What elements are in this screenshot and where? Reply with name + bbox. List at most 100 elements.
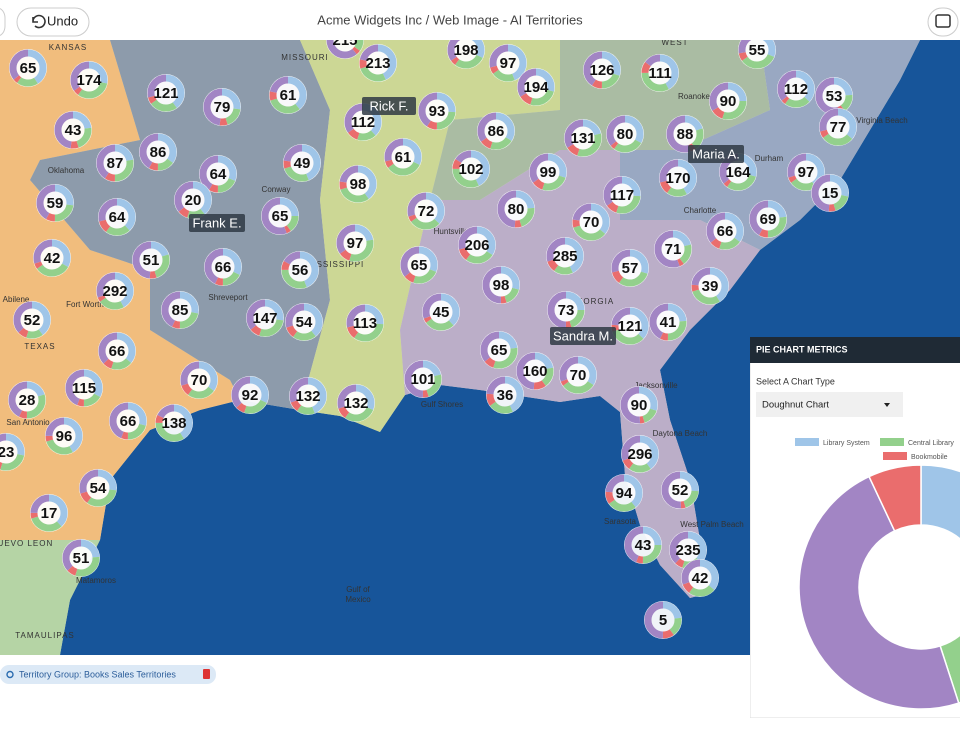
cluster[interactable]: 93 — [418, 92, 456, 130]
cluster[interactable]: 70 — [180, 361, 218, 399]
cluster[interactable]: 96 — [45, 417, 83, 455]
cluster[interactable]: 71 — [654, 230, 692, 268]
cluster[interactable]: 55 — [738, 31, 776, 69]
cluster[interactable]: 66 — [204, 248, 242, 286]
cluster[interactable]: 85 — [161, 291, 199, 329]
cluster[interactable]: 80 — [606, 115, 644, 153]
cluster[interactable]: 15 — [811, 174, 849, 212]
cluster[interactable]: 70 — [559, 356, 597, 394]
cluster[interactable]: 69 — [749, 200, 787, 238]
cluster[interactable]: 138 — [155, 404, 193, 442]
cluster[interactable]: 51 — [62, 539, 100, 577]
cluster[interactable]: 174 — [70, 61, 108, 99]
cluster[interactable]: 285 — [546, 237, 584, 275]
image-button[interactable] — [927, 7, 959, 37]
cluster[interactable]: 215 — [326, 21, 364, 59]
cluster[interactable]: 97 — [489, 44, 527, 82]
cluster[interactable]: 42 — [681, 559, 719, 597]
cluster[interactable]: 101 — [404, 360, 442, 398]
cluster[interactable]: 213 — [359, 44, 397, 82]
cluster[interactable]: 59 — [36, 184, 74, 222]
cluster[interactable]: 65 — [480, 331, 518, 369]
cluster[interactable]: 131 — [564, 119, 602, 157]
cluster[interactable]: 97 — [336, 224, 374, 262]
cluster[interactable]: 98 — [339, 165, 377, 203]
cluster[interactable]: 121 — [611, 307, 649, 345]
cluster[interactable]: 72 — [407, 192, 445, 230]
cluster[interactable]: 92 — [231, 376, 269, 414]
cluster[interactable]: 117 — [603, 176, 641, 214]
cluster[interactable]: 111 — [641, 54, 679, 92]
eye-icon[interactable] — [6, 670, 14, 679]
back-button[interactable] — [0, 8, 6, 36]
cluster[interactable]: 115 — [65, 369, 103, 407]
cluster[interactable]: 90 — [620, 386, 658, 424]
cluster[interactable]: 126 — [583, 51, 621, 89]
cluster[interactable]: 170 — [659, 159, 697, 197]
cluster[interactable]: 66 — [706, 212, 744, 250]
cluster[interactable]: 64 — [199, 155, 237, 193]
cluster[interactable]: 86 — [139, 133, 177, 171]
delete-icon[interactable] — [203, 669, 210, 679]
cluster[interactable]: 102 — [452, 150, 490, 188]
cluster[interactable]: 296 — [621, 435, 659, 473]
cluster[interactable]: 57 — [611, 249, 649, 287]
cluster[interactable]: 66 — [98, 332, 136, 370]
cluster[interactable]: 20 — [174, 181, 212, 219]
cluster[interactable]: 94 — [605, 474, 643, 512]
cluster[interactable]: 80 — [497, 190, 535, 228]
cluster[interactable]: 5 — [644, 601, 682, 639]
cluster[interactable]: 70 — [572, 203, 610, 241]
cluster[interactable]: 87 — [96, 144, 134, 182]
chart-type-select[interactable] — [756, 392, 903, 417]
cluster[interactable]: 61 — [269, 76, 307, 114]
cluster[interactable]: 79 — [203, 88, 241, 126]
cluster[interactable]: 292 — [96, 272, 134, 310]
cluster[interactable]: 65 — [261, 197, 299, 235]
cluster[interactable]: 54 — [285, 303, 323, 341]
cluster[interactable]: 41 — [649, 303, 687, 341]
cluster[interactable]: 132 — [289, 377, 327, 415]
cluster[interactable]: 45 — [422, 293, 460, 331]
cluster[interactable]: 194 — [517, 68, 555, 106]
cluster[interactable]: 52 — [661, 471, 699, 509]
cluster[interactable]: 65 — [9, 49, 47, 87]
cluster[interactable]: 66 — [109, 402, 147, 440]
cluster[interactable]: 113 — [346, 304, 384, 342]
cluster[interactable]: 39 — [691, 267, 729, 305]
cluster-center — [52, 424, 76, 448]
cluster[interactable]: 88 — [666, 115, 704, 153]
cluster[interactable]: 49 — [283, 144, 321, 182]
cluster[interactable]: 206 — [458, 226, 496, 264]
cluster[interactable]: 42 — [33, 239, 71, 277]
cluster[interactable]: 77 — [819, 108, 857, 146]
cluster[interactable]: 43 — [624, 526, 662, 564]
cluster[interactable]: 112 — [777, 70, 815, 108]
cluster[interactable]: 36 — [486, 376, 524, 414]
cluster[interactable]: 52 — [13, 301, 51, 339]
cluster[interactable]: 98 — [482, 266, 520, 304]
cluster[interactable]: 17 — [30, 494, 68, 532]
cluster[interactable]: 43 — [54, 111, 92, 149]
undo-button[interactable] — [16, 7, 90, 37]
territory-chip[interactable] — [0, 665, 216, 684]
cluster[interactable]: 198 — [447, 31, 485, 69]
cluster[interactable]: 147 — [246, 299, 284, 337]
cluster[interactable]: 121 — [147, 74, 185, 112]
cluster[interactable]: 73 — [547, 291, 585, 329]
cluster[interactable]: 56 — [281, 251, 319, 289]
cluster[interactable]: 64 — [98, 198, 136, 236]
cluster[interactable]: 99 — [529, 153, 567, 191]
cluster[interactable]: 61 — [384, 138, 422, 176]
cluster[interactable]: 160 — [516, 352, 554, 390]
cluster[interactable]: 86 — [477, 112, 515, 150]
cluster[interactable]: 90 — [709, 82, 747, 120]
cluster[interactable]: 51 — [132, 241, 170, 279]
cluster[interactable]: 65 — [400, 246, 438, 284]
cluster[interactable]: 23 — [0, 433, 25, 471]
cluster[interactable]: 54 — [79, 469, 117, 507]
cluster[interactable]: 132 — [337, 384, 375, 422]
cluster-center — [407, 253, 431, 277]
cluster[interactable]: 28 — [8, 381, 46, 419]
cluster[interactable]: 97 — [787, 153, 825, 191]
